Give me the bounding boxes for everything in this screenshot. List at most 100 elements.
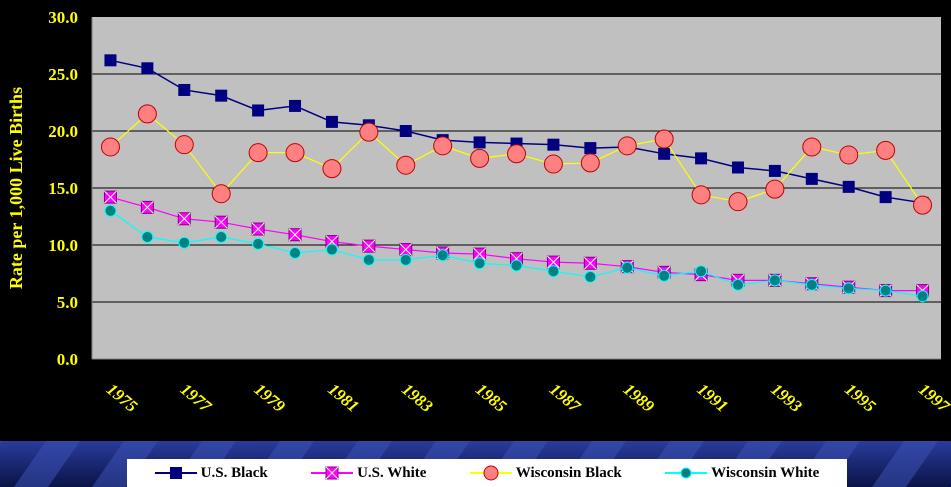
wisconsin-black-point [211, 184, 231, 204]
wisconsin-white-point [473, 257, 486, 270]
legend-label: U.S. White [357, 464, 427, 481]
legend-item-us-black: U.S. Black [154, 464, 268, 482]
u-s-black-point [768, 164, 781, 177]
x-tick-label: 1987 [546, 380, 585, 417]
u-s-black-point [104, 54, 117, 67]
x-tick-label: 1989 [620, 380, 659, 417]
wisconsin-black-point [285, 143, 305, 163]
x-tick-label: 1997 [915, 380, 951, 417]
x-tick-label: 1995 [841, 380, 880, 417]
u-s-black-point [879, 191, 892, 204]
marker-cross [214, 215, 228, 229]
u-s-black-point [141, 62, 154, 75]
wisconsin-white-point [215, 231, 228, 244]
u-s-black-point [842, 180, 855, 193]
wisconsin-white-point [658, 269, 671, 282]
wisconsin-black-point [728, 192, 748, 212]
wisconsin-white-point [805, 278, 818, 291]
y-tick-label: 20.0 [48, 122, 78, 141]
wisconsin-black-point [137, 104, 157, 124]
wisconsin-black-point [507, 144, 526, 164]
y-tick-label: 10.0 [48, 236, 78, 255]
band-stripe [14, 441, 80, 487]
x-tick-label: 1985 [472, 380, 511, 417]
marker-cross [104, 190, 117, 204]
legend-item-us-white: U.S. White [311, 465, 426, 482]
wisconsin-white-point [768, 274, 781, 287]
u-s-black-point [399, 125, 412, 137]
u-s-white-point [177, 212, 191, 226]
wisconsin-black-point [691, 185, 711, 205]
u-s-black-point [584, 142, 597, 155]
u-s-black-point [178, 83, 191, 96]
x-tick-label: 1975 [103, 380, 142, 417]
wisconsin-black-point [359, 122, 379, 142]
wisconsin-black-point [802, 137, 822, 157]
x-tick-label: 1979 [251, 380, 290, 417]
u-s-white-point [214, 215, 228, 229]
wisconsin-black-series [100, 104, 933, 215]
u-s-white-point [399, 243, 413, 257]
u-s-white-point [473, 247, 487, 261]
u-s-black-point [805, 172, 818, 185]
u-s-black-point [289, 99, 302, 112]
wisconsin-white-point [621, 261, 634, 274]
marker-cross [547, 255, 560, 269]
wisconsin-white-point [362, 253, 375, 266]
u-s-black-point [215, 89, 228, 102]
wisconsin-black-point [580, 153, 600, 173]
wisconsin-black-point [617, 136, 637, 156]
u-s-white-point [251, 222, 265, 236]
u-s-black-point [695, 152, 708, 165]
x-tick-label: 1993 [767, 380, 806, 417]
u-s-white-point [140, 200, 154, 214]
marker-cross [251, 222, 265, 236]
us-white-legend-marker [311, 466, 354, 480]
u-s-black-point [658, 147, 671, 160]
u-s-black-point [731, 161, 744, 174]
y-tick-label: 0.0 [57, 350, 78, 369]
u-s-black-point [252, 104, 265, 117]
marker-cross [177, 212, 191, 226]
legend-label: U.S. Black [200, 464, 268, 481]
series-layer [100, 54, 933, 303]
wisconsin-white-point [289, 246, 302, 259]
wisconsin-black-point [543, 154, 563, 174]
wisconsin-black-point [470, 148, 490, 168]
u-s-white-point [546, 255, 560, 269]
wisconsin-black-point [433, 136, 453, 156]
x-tick-labels: 1975 1977 1979 1981 1983 1985 1987 1989 1991 1993… [103, 380, 951, 417]
wisconsin-black-legend-marker [469, 465, 512, 481]
y-tick-labels: 0.0 5.0 10.0 15.0 20.0 25.0 30.0 [48, 8, 78, 369]
u-s-black-point [473, 136, 486, 149]
legend: U.S. Black U.S. White Wisconsin Black Wi… [127, 459, 847, 487]
x-tick-label: 1981 [324, 380, 362, 416]
band-stripe [0, 441, 2, 444]
wisconsin-white-point [436, 249, 449, 262]
marker-cross [288, 228, 302, 242]
wisconsin-white-point [731, 278, 744, 291]
x-tick-label: 1983 [398, 380, 437, 417]
u-s-white-point [362, 239, 376, 253]
wisconsin-black-point [100, 137, 120, 157]
wisconsin-black-point [248, 143, 268, 163]
wisconsin-black-point [839, 145, 859, 165]
wisconsin-white-point [141, 231, 154, 244]
wisconsin-black-point [322, 159, 342, 179]
marker-cross [362, 239, 376, 253]
wisconsin-black-point [765, 179, 785, 199]
x-tick-label: 1977 [177, 380, 216, 417]
wisconsin-black-point [913, 195, 933, 215]
wisconsin-white-point [584, 270, 597, 283]
wisconsin-black-point [396, 155, 416, 175]
wisconsin-white-point [252, 237, 265, 250]
wisconsin-white-point [399, 253, 412, 266]
wisconsin-white-point [325, 243, 338, 256]
marker-cross [583, 256, 597, 270]
wisconsin-white-point [842, 282, 855, 295]
u-s-black-point [325, 115, 338, 128]
legend-label: Wisconsin Black [515, 464, 622, 481]
u-s-white-point [583, 256, 597, 270]
y-axis-label: Rate per 1,000 Live Births [6, 87, 26, 289]
